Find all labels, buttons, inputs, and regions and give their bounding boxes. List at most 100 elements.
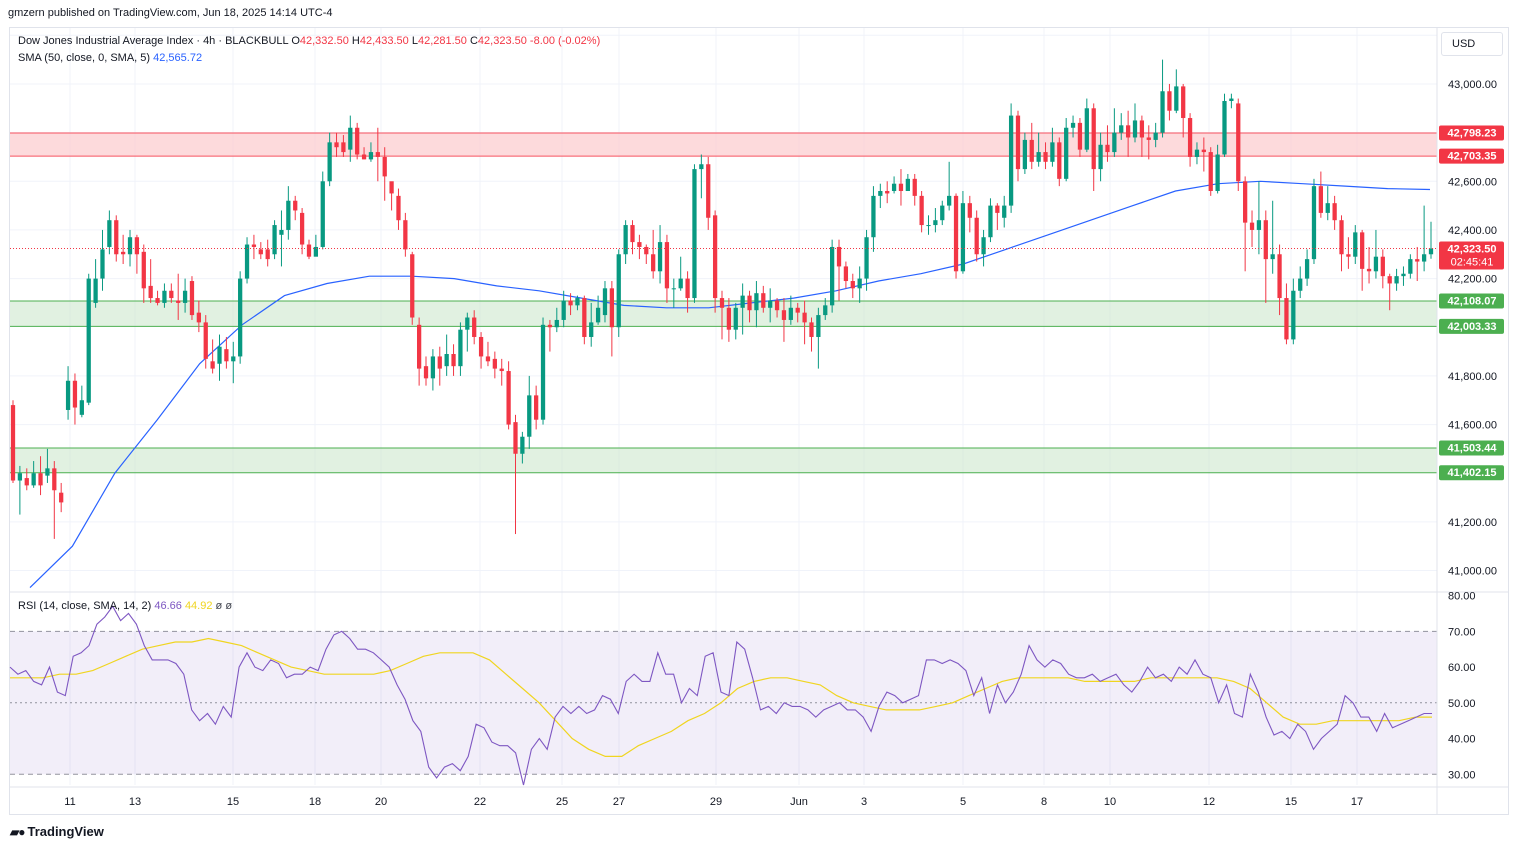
candle-body <box>251 244 257 247</box>
x-tick-label: 11 <box>64 796 75 808</box>
candle-body <box>974 217 979 255</box>
candle-body <box>148 285 153 299</box>
close-value: 42,323.50 <box>477 35 527 47</box>
candle-body <box>182 290 188 303</box>
change-value: -8.00 (-0.02%) <box>529 35 601 47</box>
candle-body <box>1243 181 1248 223</box>
candle-body <box>506 371 511 425</box>
candle-body <box>582 298 587 337</box>
candle-body <box>1208 152 1213 192</box>
rsi-tick-label: 70.00 <box>1448 626 1476 638</box>
rsi-ma-value: 44.92 <box>184 600 213 612</box>
candle-body <box>59 492 64 503</box>
candle-body <box>754 293 759 311</box>
candle-body <box>134 237 140 255</box>
candle-body <box>967 203 972 218</box>
candle-body <box>857 278 862 289</box>
currency-button[interactable]: USD <box>1441 32 1503 56</box>
y-tick-label: 41,000.00 <box>1448 566 1497 578</box>
candle-body <box>93 278 98 303</box>
candle-body <box>293 200 298 211</box>
candle-body <box>1098 144 1103 170</box>
candle-body <box>1401 273 1406 277</box>
candle-body <box>850 281 855 289</box>
candle-body <box>1408 259 1413 274</box>
candle-body <box>203 322 208 359</box>
candle-body <box>107 220 112 247</box>
candle-body <box>706 164 711 218</box>
candle-body <box>1353 232 1358 257</box>
candle-body <box>458 329 463 367</box>
candle-body <box>485 356 491 362</box>
candle-body <box>451 354 456 367</box>
rsi-extra-2: ø <box>225 600 233 612</box>
candle-body <box>912 178 917 196</box>
candle-body <box>231 356 236 362</box>
candle-body <box>1346 254 1351 257</box>
rsi-tick-label: 40.00 <box>1448 734 1476 746</box>
candle-body <box>830 246 835 306</box>
x-tick-label: Jun <box>790 796 808 808</box>
x-tick-label: 27 <box>613 796 625 808</box>
candle-body <box>699 164 704 170</box>
axes: 43,200.0043,000.0042,800.0042,600.0042,4… <box>10 28 1508 814</box>
candle-body <box>1291 290 1296 340</box>
candle-body <box>947 195 952 206</box>
candle-body <box>1304 259 1310 279</box>
candle-body <box>382 156 387 177</box>
candle-body <box>1325 203 1330 213</box>
candle-body <box>368 152 374 160</box>
candle-body <box>747 295 752 311</box>
candle-body <box>389 181 394 194</box>
candle-body <box>768 300 773 308</box>
candle-body <box>306 244 312 257</box>
candle-body <box>155 298 160 303</box>
candle-body <box>1428 248 1434 255</box>
candle-body <box>1057 142 1062 179</box>
y-tick-label: 42,600.00 <box>1448 176 1497 188</box>
candle-body <box>712 215 718 299</box>
sma-label[interactable]: SMA (50, close, 0, SMA, 5) <box>18 52 151 64</box>
rsi-tick-label: 60.00 <box>1448 662 1476 674</box>
candle-body <box>375 152 380 157</box>
rsi-value: 46.66 <box>154 600 182 612</box>
candle-body <box>885 191 890 194</box>
candle-body <box>568 300 573 306</box>
candle-body <box>1332 203 1337 221</box>
candles[interactable] <box>10 59 1434 539</box>
candle-body <box>637 242 642 247</box>
candle-body <box>788 307 793 320</box>
candle-body <box>527 395 532 437</box>
x-tick-label: 3 <box>861 796 867 808</box>
candle-body <box>176 300 181 303</box>
candle-body <box>664 242 670 289</box>
symbol-name[interactable]: Dow Jones Industrial Average Index · 4h … <box>18 35 289 47</box>
candle-body <box>836 246 842 267</box>
candle-body <box>127 237 133 255</box>
x-tick-label: 25 <box>556 796 568 808</box>
candle-body <box>224 349 229 362</box>
high-value: 42,433.50 <box>359 35 409 47</box>
rsi-tick-label: 30.00 <box>1448 769 1476 781</box>
candle-body <box>1139 120 1145 138</box>
candle-body <box>355 127 360 155</box>
candle-body <box>616 254 621 328</box>
candle-body <box>1360 232 1365 269</box>
candle-body <box>1015 115 1021 170</box>
candle-body <box>1002 205 1007 218</box>
candle-body <box>733 307 738 330</box>
candle-body <box>52 468 57 491</box>
candle-body <box>478 336 484 357</box>
rsi-label[interactable]: RSI (14, close, SMA, 14, 2) <box>18 600 152 612</box>
candle-body <box>1043 152 1048 162</box>
price-label-box <box>1439 241 1504 270</box>
price-label-box <box>1439 293 1504 309</box>
candle-body <box>1394 276 1399 284</box>
candle-body <box>554 319 559 328</box>
candle-body <box>403 220 408 250</box>
candle-body <box>65 380 71 410</box>
candle-body <box>1077 122 1083 150</box>
candle-body <box>24 478 29 486</box>
candle-body <box>692 169 697 299</box>
